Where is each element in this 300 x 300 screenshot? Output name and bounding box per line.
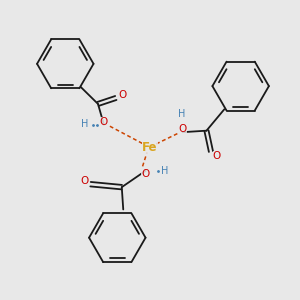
Text: O: O xyxy=(141,169,150,179)
Text: H: H xyxy=(81,119,88,129)
Text: Fe: Fe xyxy=(142,140,158,154)
Text: H: H xyxy=(161,167,169,176)
Text: O: O xyxy=(118,90,127,100)
Text: O: O xyxy=(178,124,187,134)
Text: O: O xyxy=(100,117,108,128)
Text: O: O xyxy=(80,176,88,186)
Text: H: H xyxy=(178,109,185,119)
Text: O: O xyxy=(213,151,221,161)
